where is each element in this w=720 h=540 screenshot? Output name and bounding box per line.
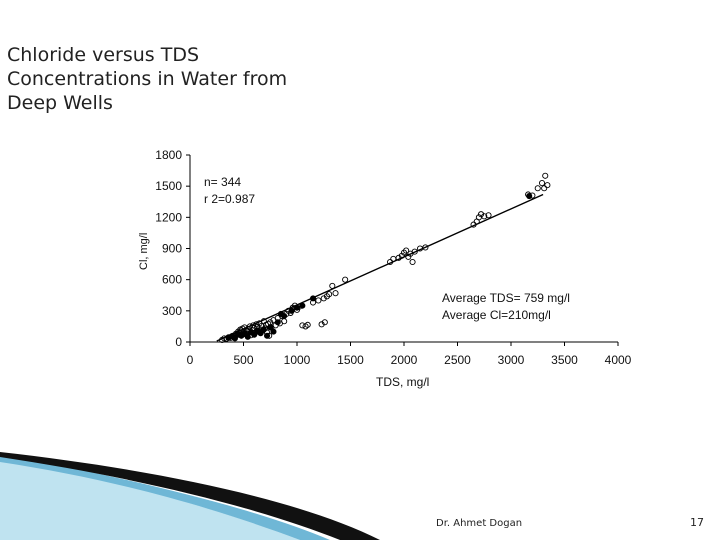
x-tick-label: 3000 — [498, 353, 525, 367]
y-tick-label: 900 — [162, 242, 182, 256]
filled-data-point — [526, 192, 533, 200]
hollow-data-point — [409, 258, 416, 266]
y-tick-label: 600 — [162, 273, 182, 287]
filled-data-point — [251, 331, 258, 338]
x-tick-label: 4000 — [605, 353, 632, 367]
footer-author: Dr. Ahmet Dogan — [436, 518, 523, 529]
filled-data-point — [299, 302, 306, 309]
hollow-data-point — [544, 182, 551, 189]
slide-title-line: Concentrations in Water from — [7, 68, 288, 90]
filled-data-point — [244, 333, 251, 340]
hollow-data-point — [390, 255, 397, 262]
filled-data-point — [263, 332, 271, 339]
slide-title-line: Chloride versus TDS — [7, 44, 200, 66]
x-tick-label: 2500 — [444, 353, 471, 367]
filled-data-point — [309, 295, 317, 302]
x-tick-label: 0 — [187, 353, 194, 367]
hollow-data-point — [470, 221, 477, 228]
n-label: n= 344 — [204, 175, 241, 189]
hollow-data-point — [318, 321, 325, 328]
hollow-data-point — [477, 211, 485, 218]
average-tds-label: Average TDS= 759 mg/l — [442, 291, 570, 305]
slide-title: Chloride versus TDS Concentrations in Wa… — [7, 43, 367, 115]
hollow-data-point — [326, 291, 333, 298]
hollow-data-point — [538, 179, 546, 187]
x-tick-label: 1500 — [337, 353, 364, 367]
x-tick-label: 500 — [233, 353, 253, 367]
y-tick-label: 0 — [175, 335, 182, 349]
y-tick-label: 300 — [162, 304, 182, 318]
hollow-data-point — [329, 282, 336, 289]
filled-data-point — [270, 328, 277, 335]
swoosh-mid-band — [0, 454, 330, 540]
hollow-data-point — [481, 213, 488, 220]
y-tick-label: 1500 — [155, 179, 182, 193]
decorative-swoosh — [0, 452, 380, 540]
hollow-data-point — [403, 247, 410, 254]
slide-title-line: Deep Wells — [7, 92, 113, 114]
regression-line — [216, 193, 544, 342]
y-tick-label: 1200 — [155, 210, 182, 224]
hollow-data-point — [321, 319, 328, 326]
filled-data-point — [274, 319, 281, 326]
hollow-data-point — [422, 244, 429, 251]
hollow-data-point — [387, 258, 394, 266]
hollow-data-point — [332, 290, 339, 297]
y-axis-label: Cl, mg/l — [138, 233, 150, 270]
filled-data-point — [288, 307, 295, 314]
hollow-data-point — [485, 212, 492, 219]
page-number: 17 — [690, 516, 704, 529]
filled-data-point — [267, 324, 274, 331]
hollow-data-point — [281, 318, 288, 325]
hollow-data-point — [541, 185, 548, 192]
filled-points — [225, 192, 533, 342]
x-tick-label: 3500 — [551, 353, 578, 367]
hollow-data-point — [411, 248, 418, 255]
hollow-data-point — [542, 172, 549, 179]
average-cl-label: Average Cl=210mg/l — [442, 308, 551, 322]
hollow-data-point — [320, 295, 327, 302]
filled-data-point — [281, 312, 288, 320]
y-tick-label: 1800 — [155, 148, 182, 162]
x-tick-label: 2000 — [391, 353, 418, 367]
x-ticks: 0 500 1000 1500 2000 2500 3000 3500 4000 — [187, 342, 632, 367]
hollow-data-point — [299, 322, 306, 329]
x-axis-label: TDS, mg/l — [376, 375, 429, 389]
filled-data-point — [260, 326, 267, 333]
hollow-data-point — [342, 276, 349, 283]
hollow-data-point — [534, 185, 541, 192]
r2-label: r 2=0.987 — [204, 192, 255, 206]
hollow-data-point — [304, 321, 311, 328]
plot-area: 0 500 1000 1500 2000 2500 3000 3500 4000 0 300 600… — [155, 148, 631, 367]
filled-data-point — [293, 304, 301, 311]
swoosh-light-band — [0, 458, 300, 540]
hollow-data-point — [395, 254, 402, 261]
hollow-data-point — [315, 297, 322, 304]
swoosh-dark-band — [0, 452, 380, 540]
y-ticks: 0 300 600 900 1200 1500 1800 — [155, 148, 190, 349]
x-tick-label: 1000 — [284, 353, 311, 367]
